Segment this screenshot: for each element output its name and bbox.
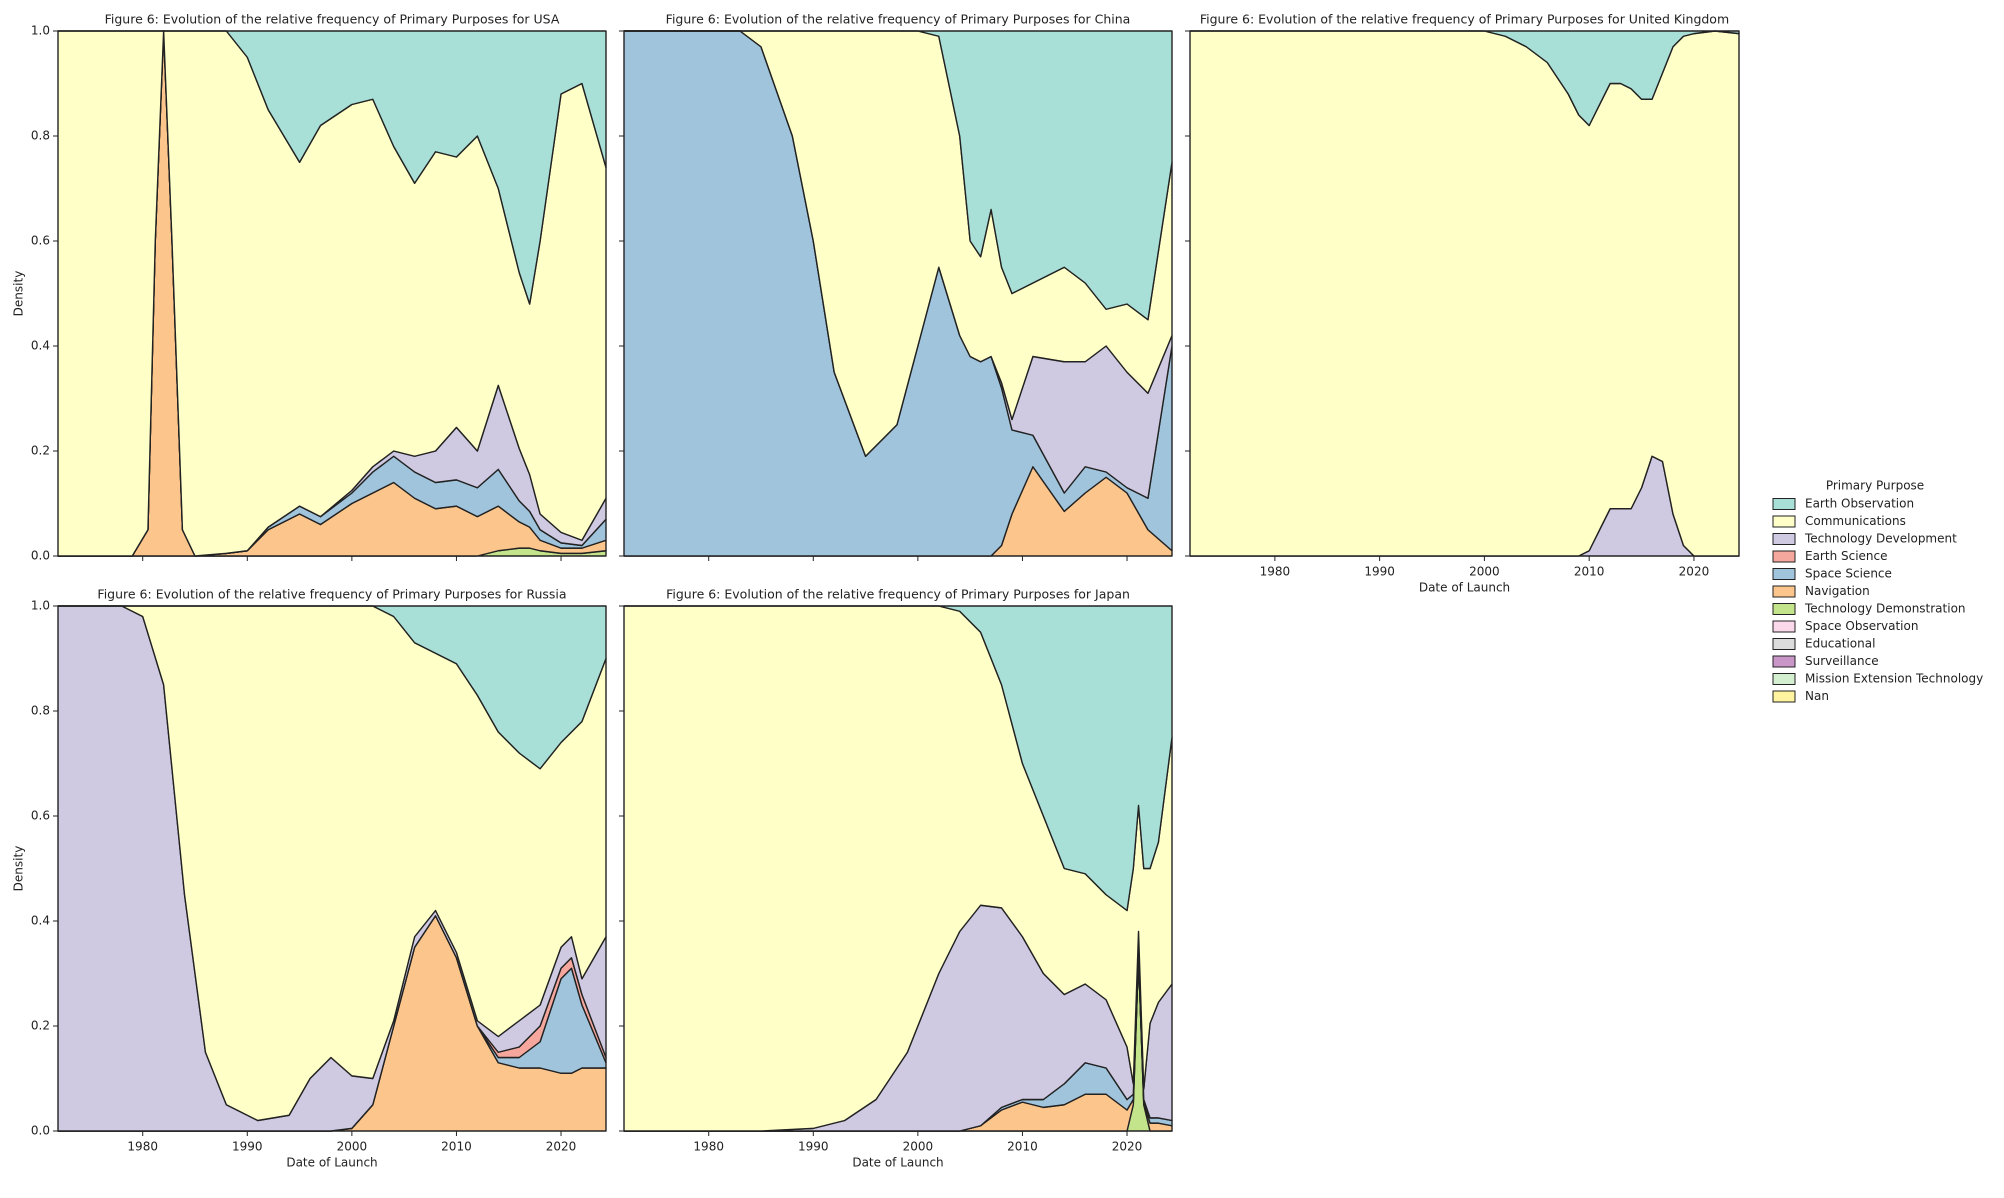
chart-title: Figure 6: Evolution of the relative freq…: [105, 12, 560, 27]
x-tick-label: 2000: [903, 1140, 934, 1154]
legend-swatch: [1772, 585, 1796, 598]
x-tick-label: 2010: [441, 1140, 472, 1154]
x-tick-label: 1990: [232, 1140, 263, 1154]
legend-swatch: [1772, 620, 1796, 633]
x-axis-label: Date of Launch: [286, 1156, 377, 1170]
x-tick-label: 1990: [798, 1140, 829, 1154]
x-tick-label: 2020: [546, 1140, 577, 1154]
legend-swatch: [1772, 690, 1796, 703]
legend-label: Space Science: [1805, 567, 1892, 581]
legend: Primary Purpose Earth Observation Communic…: [1772, 479, 1983, 703]
legend-label: Communications: [1805, 514, 1906, 528]
x-tick-label: 2020: [1112, 1140, 1143, 1154]
axes-frame: [57, 30, 607, 557]
x-tick-label: 1990: [1364, 565, 1395, 579]
x-tick-label: 2010: [1007, 1140, 1038, 1154]
x-tick-label: 2020: [1679, 565, 1710, 579]
legend-label: Surveillance: [1805, 654, 1879, 668]
legend-swatch: [1772, 638, 1796, 650]
legend-label: Technology Development: [1804, 532, 1957, 546]
y-tick-label: 0.2: [31, 1019, 50, 1033]
y-axis-label: Density: [12, 846, 26, 892]
legend-swatch: [1772, 603, 1796, 615]
axes-frame: [1189, 30, 1740, 557]
legend-swatch: [1772, 533, 1796, 545]
x-tick-label: 2010: [1574, 565, 1605, 579]
legend-label: Mission Extension Technology: [1805, 672, 1983, 686]
y-tick-label: 0.0: [31, 1124, 50, 1138]
y-axis-label: Density: [12, 271, 26, 317]
legend-swatch: [1772, 673, 1796, 685]
x-tick-label: 1980: [693, 1140, 724, 1154]
legend-label: Nan: [1805, 689, 1829, 703]
chart-title: Figure 6: Evolution of the relative freq…: [1200, 12, 1729, 27]
legend-swatch: [1772, 515, 1796, 528]
legend-swatch: [1772, 550, 1796, 563]
legend-swatch: [1772, 655, 1796, 668]
y-tick-label: 1.0: [31, 24, 50, 38]
legend-label: Space Observation: [1805, 619, 1918, 633]
legend-title: Primary Purpose: [1826, 479, 1924, 493]
y-tick-label: 0.6: [31, 809, 50, 823]
legend-label: Educational: [1805, 637, 1875, 651]
x-axis-label: Date of Launch: [1419, 581, 1510, 595]
chart-title: Figure 6: Evolution of the relative freq…: [666, 12, 1131, 27]
legend-label: Technology Demonstration: [1804, 602, 1966, 616]
x-tick-label: 1980: [127, 1140, 158, 1154]
axes-frame: [623, 30, 1173, 557]
chart-title: Figure 6: Evolution of the relative freq…: [666, 587, 1130, 602]
x-tick-label: 2000: [337, 1140, 368, 1154]
y-tick-label: 0.8: [31, 129, 50, 143]
legend-label: Earth Observation: [1805, 497, 1914, 511]
x-tick-label: 2000: [1469, 565, 1500, 579]
y-tick-label: 0.8: [31, 704, 50, 718]
x-tick-label: 1980: [1260, 565, 1291, 579]
legend-swatch: [1772, 498, 1796, 510]
y-tick-label: 0.0: [31, 549, 50, 563]
y-tick-label: 0.6: [31, 234, 50, 248]
legend-label: Navigation: [1805, 584, 1870, 598]
axes-frame: [57, 605, 607, 1132]
legend-label: Earth Science: [1805, 549, 1888, 563]
axes-frame: [623, 605, 1173, 1132]
y-tick-label: 0.4: [31, 339, 50, 353]
y-tick-label: 0.2: [31, 444, 50, 458]
chart-title: Figure 6: Evolution of the relative freq…: [97, 587, 566, 602]
y-tick-label: 1.0: [31, 599, 50, 613]
y-tick-label: 0.4: [31, 914, 50, 928]
legend-swatch: [1772, 568, 1796, 580]
x-axis-label: Date of Launch: [852, 1156, 943, 1170]
